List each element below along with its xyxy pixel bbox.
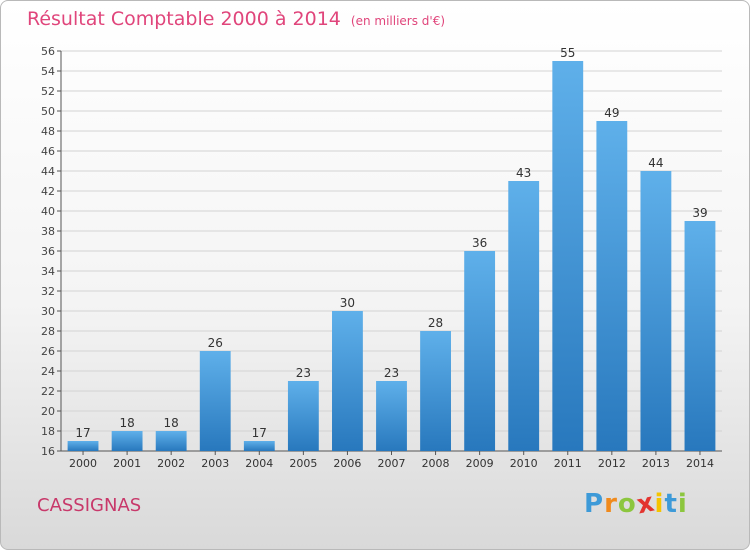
bar-2011 bbox=[552, 61, 584, 451]
y-tick-label: 56 bbox=[41, 45, 55, 58]
data-label-2006: 30 bbox=[340, 296, 355, 310]
data-label-2001: 18 bbox=[119, 416, 134, 430]
bar-2010 bbox=[508, 181, 540, 451]
x-tick-label-2013: 2013 bbox=[642, 457, 670, 470]
y-tick-label: 42 bbox=[41, 185, 55, 198]
y-tick-label: 28 bbox=[41, 325, 55, 338]
y-tick-label: 40 bbox=[41, 205, 55, 218]
bar-2012 bbox=[596, 121, 628, 451]
x-tick-label-2008: 2008 bbox=[422, 457, 450, 470]
data-label-2013: 44 bbox=[648, 156, 663, 170]
y-tick-label: 48 bbox=[41, 125, 55, 138]
x-tick-label-2001: 2001 bbox=[113, 457, 141, 470]
y-tick-label: 50 bbox=[41, 105, 55, 118]
bar-2009 bbox=[464, 251, 496, 451]
y-tick-label: 36 bbox=[41, 245, 55, 258]
data-label-2008: 28 bbox=[428, 316, 443, 330]
commune-name: CASSIGNAS bbox=[37, 495, 142, 516]
y-tick-label: 32 bbox=[41, 285, 55, 298]
y-tick-label: 18 bbox=[41, 425, 55, 438]
y-tick-label: 44 bbox=[41, 165, 55, 178]
x-tick-label-2004: 2004 bbox=[245, 457, 273, 470]
x-tick-label-2005: 2005 bbox=[289, 457, 317, 470]
logo-letter: i bbox=[677, 489, 688, 519]
data-label-2014: 39 bbox=[692, 206, 707, 220]
y-tick-label: 20 bbox=[41, 405, 55, 418]
bar-2003 bbox=[199, 351, 231, 451]
bar-2002 bbox=[155, 431, 187, 451]
x-tick-label-2010: 2010 bbox=[510, 457, 538, 470]
bar-2014 bbox=[684, 221, 716, 451]
x-tick-label-2006: 2006 bbox=[333, 457, 361, 470]
x-tick-label-2000: 2000 bbox=[69, 457, 97, 470]
logo-letter: t bbox=[664, 489, 678, 519]
x-tick-label-2003: 2003 bbox=[201, 457, 229, 470]
y-tick-label: 34 bbox=[41, 265, 55, 278]
bar-2000 bbox=[67, 441, 99, 451]
data-label-2005: 23 bbox=[296, 366, 311, 380]
bar-2005 bbox=[287, 381, 319, 451]
data-label-2010: 43 bbox=[516, 166, 531, 180]
y-tick-label: 22 bbox=[41, 385, 55, 398]
bar-2006 bbox=[332, 311, 363, 451]
logo-letter: P bbox=[584, 489, 605, 519]
data-label-2000: 17 bbox=[75, 426, 90, 440]
y-tick-label: 26 bbox=[41, 345, 55, 358]
logo-letter: i bbox=[654, 489, 665, 519]
data-label-2012: 49 bbox=[604, 106, 619, 120]
bar-2004 bbox=[243, 441, 275, 451]
y-tick-label: 52 bbox=[41, 85, 55, 98]
x-tick-label-2007: 2007 bbox=[378, 457, 406, 470]
y-tick-label: 30 bbox=[41, 305, 55, 318]
bar-2007 bbox=[376, 381, 407, 451]
x-tick-label-2012: 2012 bbox=[598, 457, 626, 470]
x-tick-label-2011: 2011 bbox=[554, 457, 582, 470]
y-tick-label: 46 bbox=[41, 145, 55, 158]
chart-title: Résultat Comptable 2000 à 2014 (en millie… bbox=[27, 8, 445, 30]
unit-label: (en milliers d'€) bbox=[350, 14, 446, 28]
title-text: Résultat Comptable 2000 à 2014 bbox=[27, 8, 341, 30]
data-label-2004: 17 bbox=[252, 426, 267, 440]
data-label-2007: 23 bbox=[384, 366, 399, 380]
x-tick-label-2014: 2014 bbox=[686, 457, 714, 470]
x-tick-label-2009: 2009 bbox=[466, 457, 494, 470]
y-tick-label: 16 bbox=[41, 445, 55, 458]
logo-letter: o bbox=[617, 489, 637, 519]
proxiti-logo: Proxiti bbox=[584, 487, 688, 520]
y-tick-label: 54 bbox=[41, 65, 55, 78]
bar-2001 bbox=[111, 431, 143, 451]
bar-2013 bbox=[640, 171, 672, 451]
bar-2008 bbox=[420, 331, 451, 451]
y-tick-label: 38 bbox=[41, 225, 55, 238]
data-label-2011: 55 bbox=[560, 46, 575, 60]
x-tick-label-2002: 2002 bbox=[157, 457, 185, 470]
data-label-2003: 26 bbox=[208, 336, 223, 350]
logo-letter: r bbox=[604, 489, 618, 519]
data-label-2002: 18 bbox=[164, 416, 179, 430]
y-tick-label: 24 bbox=[41, 365, 55, 378]
data-label-2009: 36 bbox=[472, 236, 487, 250]
